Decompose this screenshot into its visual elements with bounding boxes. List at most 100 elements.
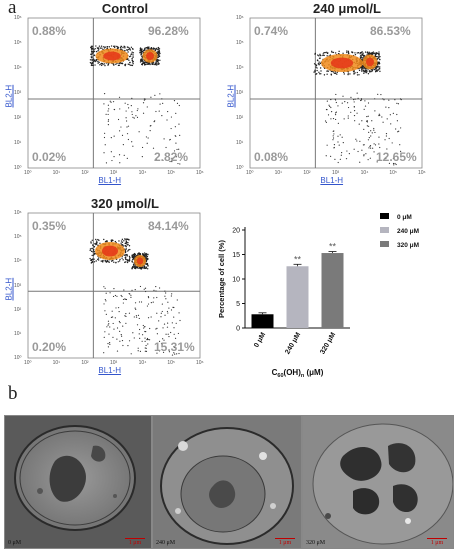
bar-y-axis-label: Percentage of cell (%) bbox=[217, 240, 226, 318]
em-label-2: 320 μM bbox=[306, 540, 326, 546]
em-scale-0: 1 μm bbox=[125, 538, 145, 546]
flow-plot-svg bbox=[27, 17, 201, 169]
legend-swatch bbox=[380, 227, 389, 233]
em-image-240uM: 240 μM 1 μm bbox=[152, 415, 302, 549]
y-tick-label: 10³ bbox=[14, 90, 22, 96]
y-tick-label: 10⁵ bbox=[236, 40, 244, 46]
x-tick-label: 10⁵ bbox=[389, 170, 397, 176]
bar-1 bbox=[286, 266, 309, 328]
x-tick-label: 10⁵ bbox=[167, 170, 175, 176]
y-tick-label: 10³ bbox=[14, 282, 22, 289]
y-tick-label: 10⁵ bbox=[14, 40, 22, 46]
flow-plot-title: Control bbox=[101, 1, 149, 16]
flow-plot-control: Control 10⁶ 10⁵ 10⁴ 10³ 10² 10¹ 10⁰ 10⁰ 10¹ 10² 10³… bbox=[0, 0, 210, 195]
x-tick-label: 10⁰ bbox=[246, 170, 254, 176]
density-peak bbox=[136, 257, 144, 265]
density-peak bbox=[103, 51, 121, 61]
flow-plot-svg bbox=[249, 17, 423, 169]
y-axis-label: BL2-H bbox=[4, 84, 14, 108]
quadrant-percent-ur: 84.14% bbox=[148, 219, 189, 233]
y-tick-label: 10⁵ bbox=[14, 234, 22, 241]
x-axis-label: BL1-H bbox=[98, 366, 122, 375]
quadrant-percent-lr: 2.82% bbox=[154, 150, 189, 164]
quadrant-percent-ll: 0.08% bbox=[254, 150, 289, 164]
y-tick-label: 10² bbox=[236, 115, 244, 121]
bar-category-label: 240 μM bbox=[284, 331, 302, 355]
x-tick-label: 10² bbox=[81, 170, 89, 176]
flow-plot-240: 240 μmol/L 10⁶ 10⁵ 10⁴ 10³ 10² 10¹ 10⁰ 10⁰ 10¹ 10²… bbox=[222, 0, 432, 195]
x-tick-label: 10⁴ bbox=[138, 360, 147, 366]
y-tick-label: 10¹ bbox=[236, 140, 244, 146]
bar-y-tick-label: 0 bbox=[236, 326, 240, 333]
bar-2 bbox=[321, 253, 344, 328]
density-peak bbox=[146, 51, 154, 61]
x-tick-label: 10³ bbox=[110, 360, 118, 366]
x-tick-label: 10³ bbox=[110, 170, 118, 176]
bar-chart-svg: 0 5 10 15 20 Percentage of cell (%) 0 μM ** 240 … bbox=[217, 213, 419, 379]
quadrant-percent-ur: 96.28% bbox=[148, 24, 189, 38]
bar-category-label: 320 μM bbox=[319, 331, 337, 355]
y-tick-label: 10¹ bbox=[14, 330, 22, 337]
x-axis-label: BL1-H bbox=[98, 176, 122, 185]
x-tick-label: 10⁵ bbox=[167, 360, 175, 366]
x-tick-label: 10¹ bbox=[52, 170, 60, 176]
plot-frame bbox=[27, 212, 201, 359]
y-tick-label: 10⁰ bbox=[14, 165, 22, 171]
bar-y-tick-label: 10 bbox=[232, 277, 240, 284]
y-tick-label: 10¹ bbox=[14, 140, 22, 146]
y-tick-label: 10⁴ bbox=[14, 258, 22, 265]
quadrant-percent-lr: 15.31% bbox=[154, 340, 195, 354]
y-tick-label: 10⁰ bbox=[14, 355, 22, 361]
bar-x-axis-label: C60(OH)n (μM) bbox=[272, 368, 324, 379]
x-tick-label: 10³ bbox=[332, 170, 340, 176]
flow-plot-320: 320 μmol/L 10⁶ 10⁵ 10⁴ 10³ 10² 10¹ 10⁰ 10⁰ 10¹ 10²… bbox=[0, 195, 210, 385]
plot-frame bbox=[27, 17, 201, 169]
quadrant-percent-ul: 0.35% bbox=[32, 219, 67, 233]
y-tick-label: 10⁰ bbox=[236, 165, 244, 171]
em-image-0uM: 0 μM 1 μm bbox=[4, 415, 152, 549]
y-tick-label: 10⁶ bbox=[236, 15, 244, 21]
significance-mark: ** bbox=[329, 242, 337, 252]
density-peak bbox=[366, 57, 374, 67]
significance-mark: ** bbox=[294, 254, 302, 264]
y-tick-label: 10² bbox=[14, 306, 22, 313]
em-label-0: 0 μM bbox=[8, 540, 22, 546]
density-peak bbox=[102, 245, 118, 257]
density-peak bbox=[330, 57, 354, 69]
flow-plot-title: 240 μmol/L bbox=[313, 1, 381, 16]
legend-label: 240 μM bbox=[397, 228, 419, 235]
plot-frame bbox=[249, 17, 423, 169]
em-image-320uM: 320 μM 1 μm bbox=[302, 415, 454, 549]
y-tick-label: 10² bbox=[14, 115, 22, 121]
quadrant-percent-ll: 0.02% bbox=[32, 150, 67, 164]
x-axis-label: BL1-H bbox=[320, 176, 344, 185]
x-tick-label: 10² bbox=[303, 170, 311, 176]
bar-0 bbox=[251, 314, 274, 328]
x-tick-label: 10⁶ bbox=[196, 170, 204, 176]
quadrant-percent-ur: 86.53% bbox=[370, 24, 411, 38]
flow-plot-title: 320 μmol/L bbox=[91, 196, 159, 211]
x-tick-label: 10⁴ bbox=[360, 170, 369, 176]
y-tick-label: 10⁴ bbox=[236, 65, 244, 71]
quadrant-percent-ul: 0.88% bbox=[32, 24, 67, 38]
y-tick-label: 10⁴ bbox=[14, 65, 22, 71]
bar-category-label: 0 μM bbox=[253, 331, 267, 348]
x-tick-label: 10⁰ bbox=[24, 360, 32, 366]
em-image-320-svg bbox=[303, 416, 453, 548]
bar-y-tick-label: 15 bbox=[232, 252, 240, 259]
x-tick-label: 10¹ bbox=[52, 360, 60, 366]
em-scale-1: 1 μm bbox=[275, 538, 295, 546]
x-tick-label: 10⁰ bbox=[24, 170, 32, 176]
x-tick-label: 10² bbox=[81, 360, 89, 366]
em-scale-2: 1 μm bbox=[427, 538, 447, 546]
y-tick-label: 10³ bbox=[236, 90, 244, 96]
x-tick-label: 10⁶ bbox=[196, 360, 204, 366]
bar-y-tick-label: 20 bbox=[232, 228, 240, 235]
bar-chart: 0 5 10 15 20 Percentage of cell (%) 0 μM ** 240 … bbox=[205, 205, 455, 385]
em-image-0-svg bbox=[5, 416, 151, 548]
y-axis-label: BL2-H bbox=[226, 84, 236, 108]
panel-a-label: a bbox=[8, 0, 17, 18]
y-axis-label: BL2-H bbox=[4, 277, 14, 300]
bar-y-tick-label: 5 bbox=[236, 301, 240, 308]
quadrant-percent-ul: 0.74% bbox=[254, 24, 289, 38]
